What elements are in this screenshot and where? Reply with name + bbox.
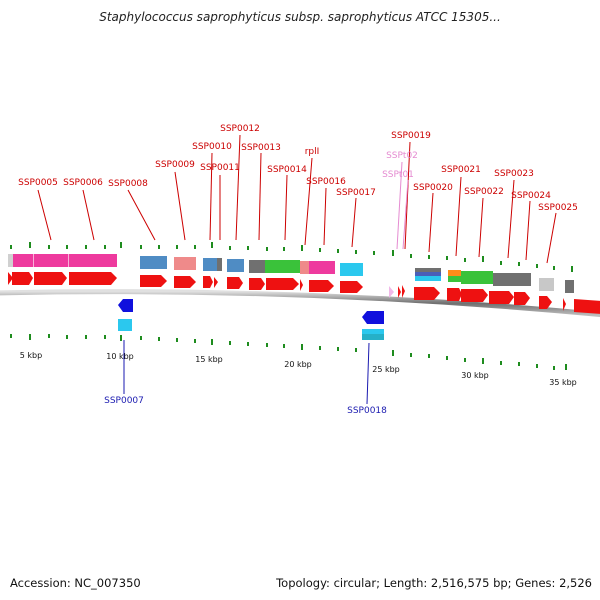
gene-label-ssp0009: SSP0009 <box>155 160 195 170</box>
forward-gene-arrows <box>8 272 600 314</box>
leader-lines-bottom <box>123 340 370 405</box>
gene-label-ssp0006: SSP0006 <box>63 178 103 188</box>
kbp-scale-labels: 5 kbp 10 kbp 15 kbp 20 kbp 25 kbp 30 kbp… <box>20 351 577 387</box>
gene-label-ssp0020: SSP0020 <box>413 183 453 193</box>
map-title: Staphylococcus saprophyticus subsp. sapr… <box>99 10 501 24</box>
gene-label-ssp0011: SSP0011 <box>200 163 240 173</box>
gene-labels-bottom: SSP0007 SSP0018 <box>104 396 387 416</box>
gene-label-ssp0016: SSP0016 <box>306 177 346 187</box>
gene-label-ssp0005: SSP0005 <box>18 178 58 188</box>
gene-label-ssp0007: SSP0007 <box>104 396 144 406</box>
gene-label-ssp0022: SSP0022 <box>464 187 504 197</box>
gene-label-ssp0010: SSP0010 <box>192 142 232 152</box>
kbp-label-35: 35 kbp <box>549 378 577 387</box>
gene-label-ssp0024: SSP0024 <box>511 191 551 201</box>
accession-text: Accession: NC_007350 <box>10 576 141 590</box>
topology-summary-text: Topology: circular; Length: 2,516,575 bp… <box>276 576 592 590</box>
bottom-tick-marks <box>10 334 567 370</box>
trna-arrow <box>389 286 394 298</box>
gene-label-ssp0013: SSP0013 <box>241 143 281 153</box>
gene-label-rpli: rplI <box>305 147 320 157</box>
genome-backbone <box>0 289 600 318</box>
kbp-label-30: 30 kbp <box>461 371 489 380</box>
kbp-label-10: 10 kbp <box>106 352 134 361</box>
leader-lines-top <box>37 134 557 264</box>
gene-label-ssp0025: SSP0025 <box>538 203 578 213</box>
gene-label-ssp0014: SSP0014 <box>267 165 307 175</box>
kbp-label-20: 20 kbp <box>284 360 312 369</box>
leader-lines-trna <box>396 161 409 250</box>
gene-label-ssp0017: SSP0017 <box>336 188 376 198</box>
gene-label-ssp0023: SSP0023 <box>494 169 534 179</box>
gene-label-ssp0021: SSP0021 <box>441 165 481 175</box>
reverse-gene-arrows <box>118 299 384 340</box>
kbp-label-5: 5 kbp <box>20 351 42 360</box>
gene-label-ssp0008: SSP0008 <box>108 179 148 189</box>
gene-labels-top: SSP0005 SSP0006 SSP0008 SSP0009 SSP0010 … <box>18 124 578 213</box>
gene-label-ssp0018: SSP0018 <box>347 406 387 416</box>
gene-label-ssp0019: SSP0019 <box>391 131 431 141</box>
gene-label-ssp0012: SSP0012 <box>220 124 260 134</box>
gene-label-sspt02: SSPt02 <box>386 151 418 161</box>
kbp-label-25: 25 kbp <box>372 365 400 374</box>
gene-boxes <box>8 254 574 293</box>
kbp-label-15: 15 kbp <box>195 355 223 364</box>
top-tick-marks <box>10 242 573 272</box>
gene-label-sspt01: SSPt01 <box>382 170 414 180</box>
